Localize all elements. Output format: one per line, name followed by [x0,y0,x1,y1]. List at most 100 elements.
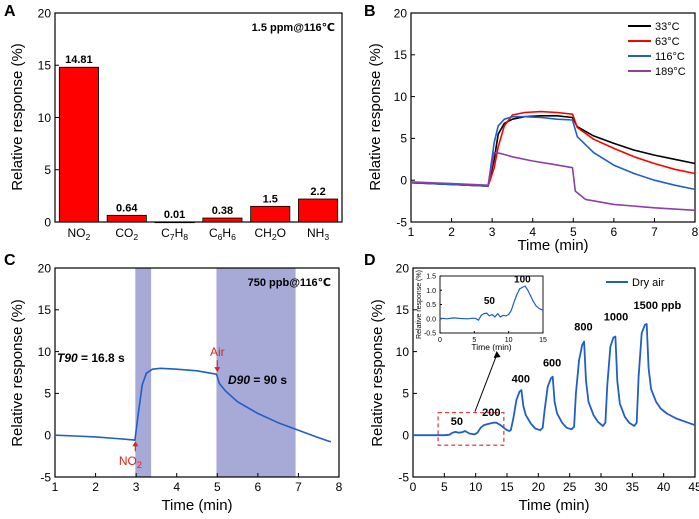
category-label-co2: CO2 [115,226,138,242]
inset-y-tick-label: 0.5 [426,302,436,309]
shaded-region-0 [135,268,152,477]
label-part: H [222,226,231,240]
panel-a-y-axis-label: Relative response (%) [9,43,26,191]
panel-c-y-tick-label: 5 [44,387,51,401]
panel-d-inset: 0 5 10 15 -0.5 0.0 0.5 1.0 1.5 50 100 Time (min) Rel… [416,270,547,412]
concentration-label: 200 [482,407,500,419]
inset-pointer-line [474,354,498,412]
panel-d-x-ticks: 0 5 10 15 20 25 30 35 40 45 [410,473,699,494]
series-line-2 [410,115,696,191]
panel-a-letter: A [4,3,16,20]
panel-c-t90-value: = 16.8 s [78,351,125,365]
panel-b-x-tick-label: 1 [408,225,415,239]
concentration-label: 600 [543,358,561,370]
category-label-ch2o: CH2O [255,226,286,242]
series-line-3 [410,151,696,212]
subscript: 2 [86,232,91,242]
label-part: NO [68,226,86,240]
concentration-label: 800 [574,322,592,334]
panel-d-x-tick-label: 35 [626,480,640,494]
legend-label-3: 189°C [655,66,686,78]
panel-d-x-tick-label: 30 [594,480,608,494]
inset-pointer-arrowhead [493,351,501,358]
panel-d-y-tick-label: -5 [398,470,409,484]
panel-b-y-tick-label: -5 [396,215,407,229]
panel-b-series-lines [410,110,696,212]
legend-label-0: 33°C [655,21,680,33]
bar-value-label: 14.81 [65,54,93,66]
panel-d-x-tick-label: 0 [410,480,417,494]
panel-c-y-tick-label: -5 [40,470,51,484]
dry-air-line [413,323,696,437]
panel-b-y-tick-label: 0 [400,174,407,188]
inset-y-axis-label: Relative response (%) [416,270,423,339]
panel-c-x-tick-label: 7 [295,480,302,494]
panel-d-x-tick-label: 5 [441,480,448,494]
panel-b-x-tick-label: 4 [529,225,536,239]
response-line [54,367,332,443]
shaded-region-1 [216,268,296,477]
panel-a-y-ticks: 0 5 10 15 20 [38,6,59,229]
bar-c6h6 [202,217,243,223]
concentration-label: 400 [512,374,530,386]
inset-x-tick-label: 10 [505,337,513,344]
category-label-nh3: NH3 [307,226,329,242]
panel-c-t90-label: T90 [57,351,78,365]
bar-value-label: 0.01 [164,209,185,221]
panel-c-t90-text: T90 = 16.8 s [57,351,125,365]
panel-c-annotation: 750 ppb@116℃ [248,277,331,289]
panel-c-x-tick-label: 4 [173,480,180,494]
inset-y-tick-label: -0.5 [424,331,436,338]
panel-a-y-tick-label: 20 [38,6,52,20]
concentration-label: 50 [451,416,463,428]
bar-co2 [106,214,147,223]
panel-d-concentration-labels: 50 200 400 600 800 1000 1500 ppb [451,300,682,428]
panel-c-x-tick-label: 3 [133,480,140,494]
panel-d-x-tick-label: 15 [500,480,514,494]
panel-b-x-tick-label: 2 [448,225,455,239]
inset-frame [439,275,544,334]
panel-b-y-axis-label: Relative response (%) [367,43,384,191]
panel-b-x-ticks: 1 2 3 4 5 6 7 8 [408,218,699,239]
panel-b-letter: B [364,3,376,20]
panel-c-plot-frame [54,267,340,478]
legend-label-2: 116°C [655,51,685,63]
subscript: 8 [183,232,188,242]
panel-d-x-tick-label: 45 [688,480,699,494]
panel-c-x-tick-label: 5 [214,480,221,494]
inset-x-tick-label: 5 [472,337,476,344]
bar-value-label: 0.38 [212,205,233,217]
panel-c-shaded-regions [135,268,296,477]
label-part: C [161,226,170,240]
panel-c-x-tick-label: 1 [52,480,59,494]
panel-a-category-labels: NO2 CO2 C7H8 C6H6 CH2O NH3 [68,226,330,242]
panel-c-y-ticks: -5 0 5 10 15 20 [38,261,59,484]
panel-a-value-labels: 14.81 0.64 0.01 0.38 1.5 2.2 [65,54,326,221]
label-part: C [209,226,218,240]
label-part: NH [307,226,324,240]
inset-x-axis-label: Time (min) [471,342,511,352]
inset-concentration-label: 50 [484,296,496,307]
panel-c: C 1 2 3 4 5 6 7 8 -5 0 5 10 15 20 750 ppb@116℃ T90 =… [4,252,343,514]
inset-x-tick-label: 15 [539,337,547,344]
panel-b-y-tick-label: 15 [394,48,408,62]
bar-no2 [58,66,99,223]
panel-a-y-tick-label: 10 [38,111,52,125]
label-part: CO [115,226,133,240]
panel-d-plot-frame [412,267,696,478]
category-label-no2: NO2 [68,226,91,242]
bar-value-label: 2.2 [310,186,325,198]
panel-a-bars [58,66,339,224]
no2-arrow-head [132,441,139,447]
category-label-c7h8: C7H8 [161,226,188,242]
inset-y-tick-label: 1.0 [426,288,436,295]
panel-b-x-tick-label: 3 [489,225,496,239]
panel-d-x-axis-label: Time (min) [518,497,589,514]
panel-d-x-tick-label: 40 [657,480,671,494]
air-arrow-head [214,367,221,373]
panel-a-y-tick-label: 0 [44,215,51,229]
panel-c-y-tick-label: 15 [38,303,52,317]
panel-b: B 1 2 3 4 5 6 7 8 -5 0 5 10 15 20 33°C 63°C 116°C 189°C… [364,3,699,254]
